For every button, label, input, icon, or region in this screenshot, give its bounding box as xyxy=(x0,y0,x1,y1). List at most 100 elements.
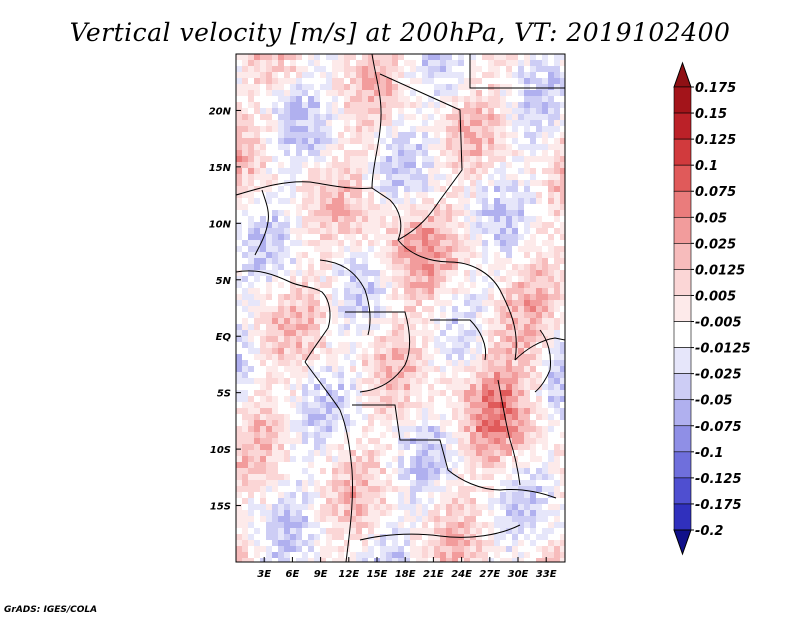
field-cell xyxy=(380,264,387,271)
field-cell xyxy=(512,150,519,157)
field-cell xyxy=(530,432,537,439)
field-cell xyxy=(404,516,411,523)
field-cell xyxy=(548,492,555,499)
field-cell xyxy=(464,546,471,553)
field-cell xyxy=(446,414,453,421)
field-cell xyxy=(518,396,525,403)
field-cell xyxy=(494,264,501,271)
field-cell xyxy=(368,558,375,562)
field-cell xyxy=(524,168,531,175)
field-cell xyxy=(536,486,543,493)
field-cell xyxy=(254,132,261,139)
field-cell xyxy=(284,540,291,547)
field-cell xyxy=(320,192,327,199)
field-cell xyxy=(506,120,513,127)
field-cell xyxy=(272,240,279,247)
field-cell xyxy=(338,372,345,379)
field-cell xyxy=(452,144,459,151)
field-cell xyxy=(440,348,447,355)
field-cell xyxy=(488,120,495,127)
field-cell xyxy=(308,258,315,265)
field-cell xyxy=(314,474,321,481)
field-cell xyxy=(362,414,369,421)
field-cell xyxy=(344,246,351,253)
field-cell xyxy=(254,438,261,445)
field-cell xyxy=(242,60,249,67)
field-cell xyxy=(338,390,345,397)
field-cell xyxy=(380,336,387,343)
field-cell xyxy=(260,486,267,493)
field-cell xyxy=(332,402,339,409)
field-cell xyxy=(344,372,351,379)
field-cell xyxy=(356,330,363,337)
field-cell xyxy=(374,366,381,373)
field-cell xyxy=(512,420,519,427)
field-cell xyxy=(248,186,255,193)
field-cell xyxy=(524,396,531,403)
field-cell xyxy=(536,516,543,523)
field-cell xyxy=(548,138,555,145)
field-cell xyxy=(410,462,417,469)
field-cell xyxy=(344,144,351,151)
field-cell xyxy=(284,498,291,505)
field-cell xyxy=(416,414,423,421)
field-cell xyxy=(266,174,273,181)
field-cell xyxy=(482,96,489,103)
field-cell xyxy=(242,504,249,511)
field-cell xyxy=(542,432,549,439)
field-cell xyxy=(470,294,477,301)
field-cell xyxy=(470,384,477,391)
field-cell xyxy=(416,372,423,379)
field-cell xyxy=(392,72,399,79)
field-cell xyxy=(512,492,519,499)
field-cell xyxy=(254,450,261,457)
field-cell xyxy=(440,120,447,127)
field-cell xyxy=(326,408,333,415)
field-cell xyxy=(416,462,423,469)
field-cell xyxy=(308,294,315,301)
field-cell xyxy=(392,318,399,325)
field-cell xyxy=(362,90,369,97)
field-cell xyxy=(440,390,447,397)
field-cell xyxy=(284,204,291,211)
field-cell xyxy=(530,330,537,337)
field-cell xyxy=(338,168,345,175)
field-cell xyxy=(536,402,543,409)
field-cell xyxy=(296,540,303,547)
field-cell xyxy=(320,534,327,541)
field-cell xyxy=(524,402,531,409)
field-cell xyxy=(542,282,549,289)
field-cell xyxy=(398,78,405,85)
field-cell xyxy=(302,360,309,367)
field-cell xyxy=(452,66,459,73)
field-cell xyxy=(482,306,489,313)
field-cell xyxy=(302,186,309,193)
field-cell xyxy=(512,198,519,205)
field-cell xyxy=(392,408,399,415)
field-cell xyxy=(302,162,309,169)
field-cell xyxy=(494,366,501,373)
field-cell xyxy=(404,126,411,133)
field-cell xyxy=(470,66,477,73)
field-cell xyxy=(530,450,537,457)
field-cell xyxy=(350,558,357,562)
field-cell xyxy=(506,468,513,475)
field-cell xyxy=(332,354,339,361)
field-cell xyxy=(260,66,267,73)
field-cell xyxy=(524,108,531,115)
field-cell xyxy=(434,558,441,562)
field-cell xyxy=(344,438,351,445)
field-cell xyxy=(356,186,363,193)
field-cell xyxy=(272,114,279,121)
field-cell xyxy=(536,78,543,85)
field-cell xyxy=(314,324,321,331)
field-cell xyxy=(242,498,249,505)
field-cell xyxy=(560,330,565,337)
field-cell xyxy=(332,372,339,379)
field-cell xyxy=(272,558,279,562)
field-cell xyxy=(236,288,243,295)
field-cell xyxy=(470,336,477,343)
field-cell xyxy=(248,408,255,415)
field-cell xyxy=(488,306,495,313)
field-cell xyxy=(422,540,429,547)
